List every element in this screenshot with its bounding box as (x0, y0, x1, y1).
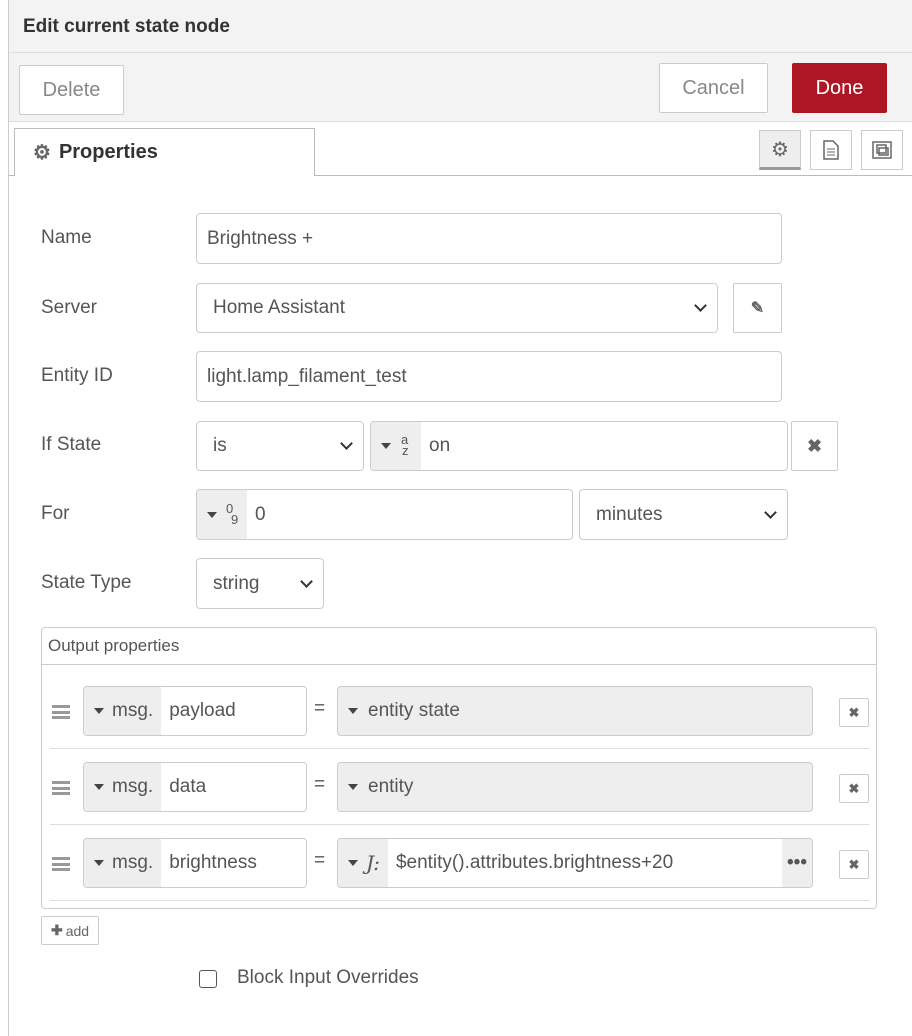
output-value-select[interactable]: entity (337, 762, 813, 812)
block-input-overrides-checkbox[interactable] (199, 970, 217, 988)
tab-label: Properties (58, 141, 158, 163)
tab-properties[interactable]: ⚙ Properties (14, 128, 315, 176)
caret-down-icon (94, 784, 104, 790)
dialog-title: Edit current state node (23, 16, 230, 37)
for-label: For (41, 503, 70, 524)
close-icon: ✖ (848, 856, 860, 872)
server-select[interactable]: Home Assistant (196, 283, 718, 333)
value-label: entity state (368, 700, 460, 721)
close-icon: ✖ (848, 780, 860, 796)
property-name: brightness (169, 852, 257, 873)
output-value-input[interactable]: J: $entity().attributes.brightness+20 ••• (337, 838, 813, 888)
caret-down-icon (348, 784, 358, 790)
expand-editor-button[interactable]: ••• (782, 839, 812, 887)
equals-sign: = (314, 774, 326, 795)
property-name: payload (169, 700, 236, 721)
value-label: entity (368, 776, 414, 797)
property-name: data (169, 776, 207, 797)
if-state-value: on (429, 435, 451, 456)
unit-value: minutes (596, 503, 663, 525)
caret-down-icon (381, 443, 391, 449)
type-selector[interactable]: msg. (84, 839, 162, 887)
close-icon: ✖ (806, 435, 823, 456)
gear-icon: ⚙ (33, 142, 51, 164)
output-properties-title: Output properties (42, 628, 876, 665)
dialog-header: Edit current state node (9, 0, 912, 53)
msg-prefix: msg. (112, 776, 154, 797)
for-unit-select[interactable]: minutes (579, 489, 788, 540)
remove-row-button[interactable]: ✖ (839, 698, 869, 727)
remove-row-button[interactable]: ✖ (839, 774, 869, 803)
type-selector[interactable]: msg. (84, 687, 162, 735)
caret-down-icon (207, 511, 217, 518)
drag-handle-icon[interactable] (52, 781, 70, 795)
for-value: 0 (255, 503, 266, 525)
chevron-down-icon (764, 505, 777, 519)
plus-icon: ✚ (50, 922, 63, 938)
equals-sign: = (314, 698, 326, 719)
tab-bar-line (9, 175, 912, 176)
appearance-icon[interactable] (861, 130, 903, 170)
description-icon[interactable] (810, 130, 852, 170)
entity-id-label: Entity ID (41, 365, 113, 386)
type-selector[interactable]: msg. (84, 763, 162, 811)
block-input-overrides-label: Block Input Overrides (237, 967, 419, 988)
type-selector[interactable]: J: (338, 839, 388, 887)
gear-icon[interactable]: ⚙ (759, 130, 801, 170)
state-type-value: string (213, 572, 260, 594)
drag-handle-icon[interactable] (52, 705, 70, 719)
remove-row-button[interactable]: ✖ (839, 850, 869, 879)
if-state-operator-select[interactable]: is (196, 421, 364, 471)
state-type-label: State Type (41, 572, 132, 593)
server-value: Home Assistant (213, 297, 345, 318)
dialog-toolbar: Delete Cancel Done (9, 53, 912, 122)
name-label: Name (41, 227, 92, 248)
clear-if-state-button[interactable]: ✖ (791, 421, 838, 471)
add-label: add (65, 922, 90, 939)
state-type-select[interactable]: string (196, 558, 324, 609)
chevron-down-icon (694, 299, 707, 312)
equals-sign: = (314, 850, 326, 871)
chevron-down-icon (300, 574, 313, 588)
row-divider (50, 824, 869, 825)
jsonata-icon: J: (366, 851, 380, 875)
name-input[interactable]: Brightness + (196, 213, 782, 264)
pencil-icon: ✎ (750, 300, 765, 317)
chevron-down-icon (340, 437, 353, 450)
cancel-button[interactable]: Cancel (659, 63, 768, 113)
left-edge (0, 0, 9, 1036)
row-divider (50, 748, 869, 749)
done-button[interactable]: Done (792, 63, 887, 113)
server-label: Server (41, 297, 97, 318)
output-properties-panel: Output properties msg. payload = entity s… (41, 627, 877, 909)
operator-value: is (213, 435, 227, 456)
close-icon: ✖ (848, 704, 860, 720)
value-expression: $entity().attributes.brightness+20 (395, 852, 674, 873)
output-property-input[interactable]: msg. brightness (83, 838, 307, 888)
output-property-input[interactable]: msg. data (83, 762, 307, 812)
delete-button[interactable]: Delete (19, 65, 124, 115)
msg-prefix: msg. (112, 852, 154, 873)
caret-down-icon (348, 708, 358, 714)
row-divider (50, 900, 869, 901)
edit-server-button[interactable]: ✎ (733, 283, 782, 333)
drag-handle-icon[interactable] (52, 857, 70, 871)
if-state-label: If State (41, 434, 102, 455)
output-value-select[interactable]: entity state (337, 686, 813, 736)
ellipsis-icon: ••• (787, 852, 807, 873)
output-property-input[interactable]: msg. payload (83, 686, 307, 736)
caret-down-icon (94, 860, 104, 866)
caret-down-icon (94, 708, 104, 714)
caret-down-icon (348, 860, 358, 866)
entity-id-input[interactable]: light.lamp_filament_test (196, 351, 782, 402)
msg-prefix: msg. (112, 700, 154, 721)
add-button[interactable]: ✚ add (41, 916, 99, 945)
